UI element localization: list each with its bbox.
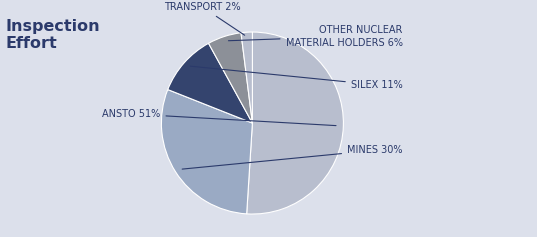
Wedge shape — [162, 90, 252, 214]
Text: SILEX 11%: SILEX 11% — [190, 66, 403, 90]
Text: MINES 30%: MINES 30% — [182, 145, 403, 169]
Text: TRANSPORT 2%: TRANSPORT 2% — [164, 2, 245, 35]
Text: OTHER NUCLEAR
MATERIAL HOLDERS 6%: OTHER NUCLEAR MATERIAL HOLDERS 6% — [228, 25, 403, 48]
Wedge shape — [246, 32, 343, 214]
Text: Inspection
Effort: Inspection Effort — [5, 19, 100, 51]
Wedge shape — [241, 32, 252, 123]
Text: ANSTO 51%: ANSTO 51% — [102, 109, 336, 126]
Wedge shape — [208, 33, 252, 123]
Wedge shape — [168, 43, 252, 123]
